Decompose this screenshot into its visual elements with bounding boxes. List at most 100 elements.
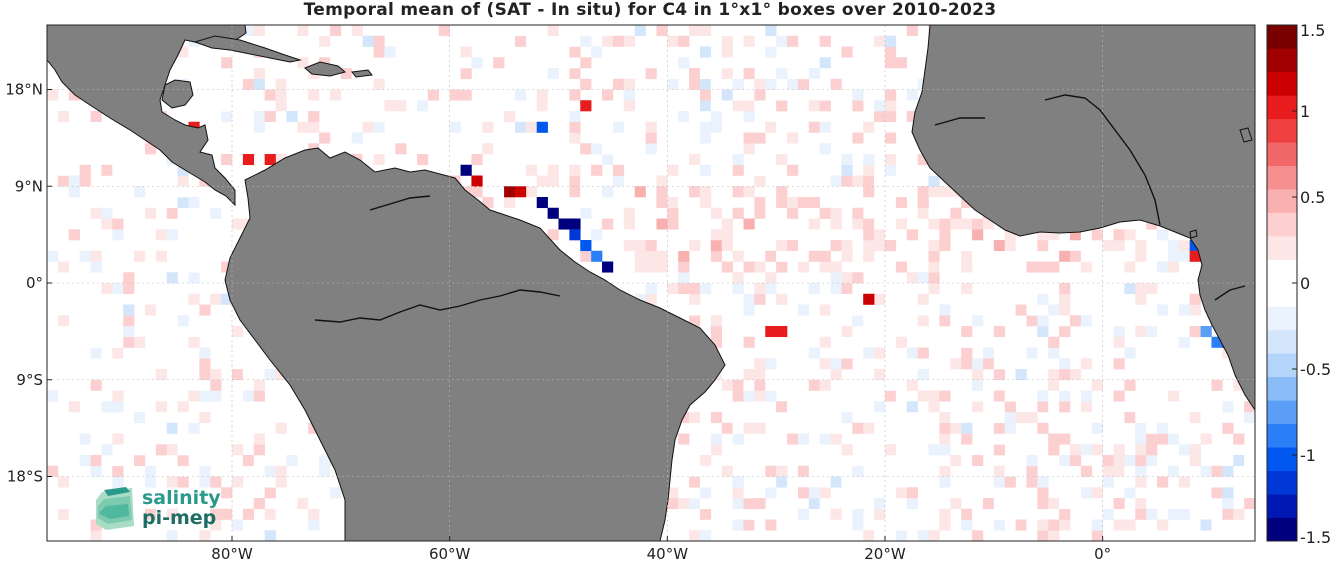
grid-cell — [373, 121, 385, 133]
grid-cell — [1244, 444, 1255, 456]
grid-cell — [1135, 455, 1147, 467]
grid-cell — [939, 519, 951, 531]
grid-cell — [1124, 261, 1136, 273]
grid-cell — [275, 498, 287, 510]
grid-cell — [776, 476, 788, 488]
grid-cell — [1222, 422, 1234, 434]
grid-cell — [177, 401, 189, 413]
grid-cell — [776, 465, 788, 477]
grid-cell — [134, 218, 146, 230]
grid-cell — [765, 369, 777, 381]
grid-cell — [852, 240, 864, 252]
grid-cell — [319, 455, 331, 467]
grid-cell — [895, 315, 908, 327]
grid-cell — [699, 78, 712, 90]
grid-cell — [1146, 283, 1158, 295]
grid-cell — [852, 304, 864, 316]
grid-cell — [895, 283, 908, 295]
grid-cell — [57, 412, 70, 424]
grid-cell — [841, 444, 853, 456]
grid-cell — [101, 164, 113, 176]
grid-cell — [993, 433, 1005, 445]
grid-cell — [144, 476, 157, 488]
grid-cell — [634, 25, 646, 37]
grid-cell — [155, 401, 168, 413]
grid-cell — [362, 154, 374, 166]
grid-cell — [460, 68, 472, 80]
south-america-land — [224, 147, 726, 541]
grid-cell — [982, 498, 995, 510]
grid-cell — [1015, 487, 1027, 499]
grid-cell — [689, 25, 701, 37]
grid-cell — [808, 487, 820, 499]
grid-cell — [797, 508, 810, 520]
amazon-river — [314, 289, 561, 323]
grid-cell — [166, 530, 178, 541]
grid-cell — [993, 358, 1005, 370]
grid-cell — [1135, 508, 1147, 520]
grid-cell — [1178, 476, 1191, 488]
grid-cell — [906, 379, 918, 391]
grid-cell — [623, 35, 635, 47]
grid-cell — [1200, 465, 1212, 477]
grid-cell — [569, 121, 581, 133]
grid-cell — [569, 57, 581, 69]
grid-cell — [580, 78, 592, 90]
grid-cell — [504, 111, 516, 123]
grid-cell — [732, 498, 744, 510]
grid-cell — [1102, 465, 1114, 477]
grid-cell — [1091, 229, 1103, 241]
grid-cell — [1124, 272, 1136, 284]
grid-cell — [569, 68, 581, 80]
grid-cell — [242, 164, 255, 176]
grid-cell — [950, 293, 962, 305]
grid-cell — [863, 154, 875, 166]
grid-cell — [1178, 401, 1191, 413]
grid-cell — [645, 250, 657, 262]
grid-cell — [830, 175, 842, 187]
anomaly-cell — [514, 186, 527, 198]
grid-cell — [329, 487, 342, 499]
grid-cell — [1233, 508, 1245, 520]
grid-cell — [906, 444, 918, 456]
grid-cell — [765, 46, 777, 58]
grid-cell — [580, 218, 592, 230]
colorbar-ticks: 1.5 1 0.5 0 -0.5 -1 -1.5 — [1292, 21, 1331, 547]
grid-cell — [1069, 444, 1082, 456]
grid-cell — [1178, 326, 1191, 338]
grid-cell — [797, 487, 810, 499]
grid-cell — [57, 164, 70, 176]
grid-cell — [895, 390, 908, 402]
grid-cell — [123, 240, 135, 252]
grid-cell — [612, 35, 625, 47]
grid-cell — [1157, 422, 1169, 434]
grid-cell — [591, 68, 603, 80]
grid-cell — [232, 401, 244, 413]
grid-cell — [1048, 240, 1060, 252]
grid-cell — [699, 476, 712, 488]
grid-cell — [612, 250, 625, 262]
grid-cell — [874, 315, 886, 327]
grid-cell — [819, 89, 831, 101]
grid-cell — [645, 164, 657, 176]
grid-cell — [645, 283, 657, 295]
grid-cell — [863, 229, 875, 241]
grid-cell — [232, 218, 244, 230]
grid-cell — [1059, 315, 1071, 327]
grid-cell — [1080, 358, 1093, 370]
grid-cell — [754, 358, 766, 370]
grid-cell — [47, 250, 59, 262]
grid-cell — [155, 272, 168, 284]
grid-cell — [591, 197, 603, 209]
grid-cell — [895, 336, 908, 348]
grid-cell — [623, 218, 635, 230]
grid-cell — [547, 25, 559, 37]
grid-cell — [743, 261, 755, 273]
grid-cell — [623, 46, 635, 58]
grid-cell — [906, 229, 918, 241]
grid-cell — [373, 35, 385, 47]
grid-cell — [721, 68, 733, 80]
grid-cell — [482, 175, 494, 187]
grid-cell — [667, 164, 679, 176]
grid-cell — [90, 379, 102, 391]
